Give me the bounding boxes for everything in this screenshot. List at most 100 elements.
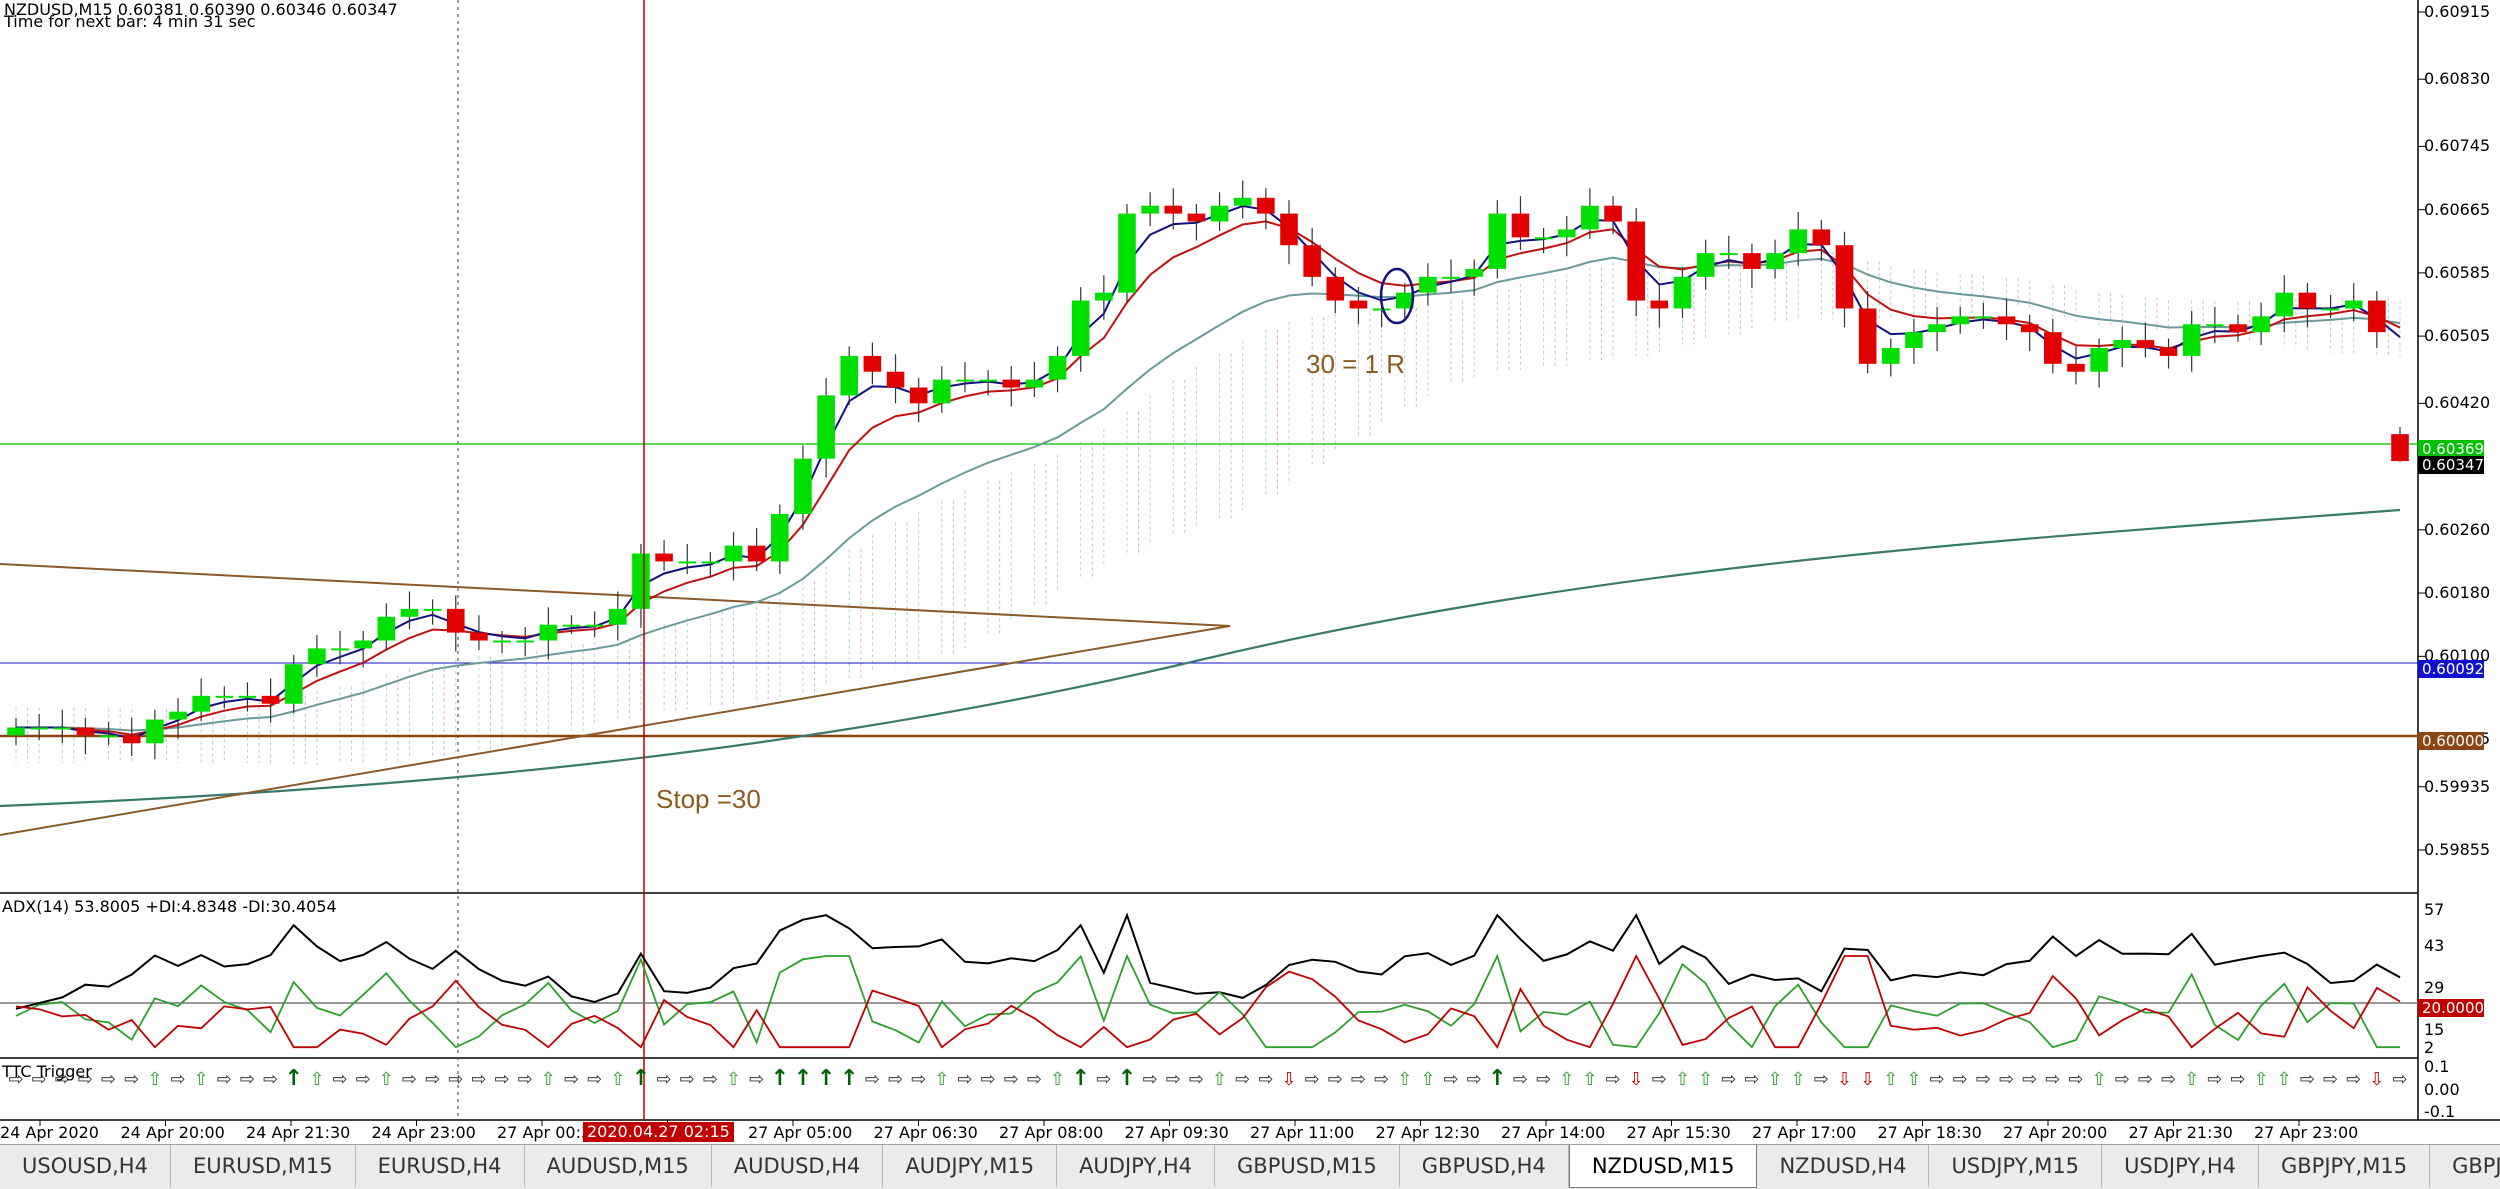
chart-tab-usousd-h4[interactable]: USOUSD,H4 bbox=[0, 1145, 171, 1187]
ttc-up-arrow: ⇧ bbox=[934, 1069, 949, 1090]
price-axis bbox=[2418, 11, 2426, 851]
bear-candle bbox=[1002, 379, 1021, 388]
ttc-neutral-arrow: ⇨ bbox=[2346, 1069, 2361, 1090]
bull-candle bbox=[933, 379, 951, 404]
chart-tab-gbpusd-m15[interactable]: GBPUSD,M15 bbox=[1215, 1145, 1400, 1187]
ttc-up-arrow: ⇧ bbox=[541, 1069, 556, 1090]
bull-candle bbox=[400, 608, 419, 617]
bull-candle bbox=[585, 624, 604, 627]
ttc-down-arrow: ⇩ bbox=[1629, 1069, 1644, 1090]
bear-candle bbox=[2229, 324, 2247, 333]
bear-candle bbox=[655, 553, 673, 562]
chart-tab-audjpy-m15[interactable]: AUDJPY,M15 bbox=[883, 1145, 1058, 1187]
bull-candle bbox=[354, 640, 372, 649]
bear-candle bbox=[446, 608, 465, 633]
chart-tab-gbpjpy-h4[interactable]: GBPJPY,H4 bbox=[2430, 1145, 2500, 1187]
bull-candle bbox=[146, 719, 164, 744]
bear-candle bbox=[747, 545, 766, 562]
bull-candle bbox=[956, 379, 974, 382]
adx-tick-label: 43 bbox=[2424, 936, 2445, 955]
price-tick-label: 0.59855 bbox=[2424, 840, 2491, 859]
price-tick-label: 0.60260 bbox=[2424, 519, 2491, 539]
bear-candle bbox=[470, 632, 488, 641]
bear-candle bbox=[1835, 245, 1854, 309]
ttc-neutral-arrow: ⇨ bbox=[1976, 1069, 1991, 1090]
bear-candle bbox=[1349, 300, 1368, 309]
ttc-up-arrow: ⇧ bbox=[1883, 1069, 1898, 1090]
ttc-neutral-arrow: ⇨ bbox=[2045, 1069, 2060, 1090]
trendline-ascending[interactable] bbox=[0, 625, 1231, 836]
ttc-tick-label: 0.00 bbox=[2424, 1080, 2460, 1099]
chart-tab-audusd-h4[interactable]: AUDUSD,H4 bbox=[712, 1145, 884, 1187]
bear-candle bbox=[1604, 205, 1622, 222]
ttc-neutral-arrow: ⇨ bbox=[1814, 1069, 1829, 1090]
bull-candle bbox=[1395, 292, 1414, 309]
ttc-neutral-arrow: ⇨ bbox=[1930, 1069, 1945, 1090]
time-tick-label: 27 Apr 18:30 bbox=[1877, 1123, 1982, 1142]
bull-candle bbox=[539, 624, 558, 641]
bull-candle bbox=[516, 640, 534, 643]
bull-candle bbox=[1789, 229, 1808, 254]
ttc-neutral-arrow: ⇨ bbox=[1096, 1069, 1111, 1090]
bear-candle bbox=[1303, 245, 1321, 277]
ttc-down-arrow: ⇩ bbox=[1281, 1069, 1296, 1090]
stop-annotation: Stop =30 bbox=[656, 784, 761, 814]
ttc-neutral-arrow: ⇨ bbox=[1374, 1069, 1389, 1090]
ttc-neutral-arrow: ⇨ bbox=[1143, 1069, 1158, 1090]
time-tick-label: 27 Apr 06:30 bbox=[873, 1123, 978, 1142]
chart-tab-usdjpy-h4[interactable]: USDJPY,H4 bbox=[2102, 1145, 2259, 1187]
ttc-up-arrow: ⇧ bbox=[194, 1069, 209, 1090]
chart-tab-eurusd-m15[interactable]: EURUSD,M15 bbox=[171, 1145, 356, 1187]
price-tick-label: 0.60665 bbox=[2424, 199, 2491, 219]
bull-candle bbox=[2321, 308, 2340, 311]
bull-candle bbox=[192, 695, 210, 712]
ttc-strong-up-arrow: ↑ bbox=[1071, 1066, 1089, 1091]
bear-candle bbox=[863, 355, 882, 372]
bull-candle bbox=[1488, 213, 1507, 269]
ttc-neutral-arrow: ⇨ bbox=[1953, 1069, 1968, 1090]
bull-candle bbox=[377, 616, 396, 641]
chart-tab-usdjpy-m15[interactable]: USDJPY,M15 bbox=[1929, 1145, 2103, 1187]
bear-candle bbox=[2159, 347, 2178, 356]
bull-candle bbox=[608, 608, 627, 625]
chart-tab-nzdusd-m15[interactable]: NZDUSD,M15 bbox=[1568, 1145, 1758, 1188]
bull-candle bbox=[238, 695, 257, 698]
time-tick-label: 27 Apr 11:00 bbox=[1250, 1123, 1355, 1142]
chart-tab-gbpjpy-m15[interactable]: GBPJPY,M15 bbox=[2259, 1145, 2431, 1187]
price-tick-label: 0.59935 bbox=[2424, 776, 2491, 796]
plus-di-line bbox=[15, 953, 2400, 1049]
ttc-neutral-arrow: ⇨ bbox=[518, 1069, 533, 1090]
ttc-neutral-arrow: ⇨ bbox=[911, 1069, 926, 1090]
chart-tab-gbpusd-h4[interactable]: GBPUSD,H4 bbox=[1400, 1145, 1569, 1187]
ttc-neutral-arrow: ⇨ bbox=[448, 1069, 463, 1090]
bull-candle bbox=[1951, 316, 1970, 325]
ttc-neutral-arrow: ⇨ bbox=[124, 1069, 139, 1090]
ttc-down-arrow: ⇩ bbox=[1837, 1069, 1852, 1090]
trendline-descending[interactable] bbox=[0, 563, 1231, 627]
bull-candle bbox=[1210, 205, 1229, 222]
ttc-up-arrow: ⇧ bbox=[610, 1069, 625, 1090]
blue-price-badge: 0.60092 bbox=[2418, 660, 2484, 678]
ttc-neutral-arrow: ⇨ bbox=[263, 1069, 278, 1090]
bull-candle bbox=[724, 545, 743, 562]
bull-candle bbox=[1905, 332, 1923, 348]
time-tick-label: 27 Apr 17:00 bbox=[1752, 1123, 1857, 1142]
bull-candle bbox=[1719, 253, 1738, 256]
chart-tab-nzdusd-h4[interactable]: NZDUSD,H4 bbox=[1757, 1145, 1930, 1187]
ttc-neutral-arrow: ⇨ bbox=[402, 1069, 417, 1090]
ttc-neutral-arrow: ⇨ bbox=[2230, 1069, 2245, 1090]
ttc-neutral-arrow: ⇨ bbox=[425, 1069, 440, 1090]
adx-level-badge: 20.0000 bbox=[2418, 999, 2484, 1017]
bull-candle bbox=[308, 648, 326, 665]
ttc-neutral-arrow: ⇨ bbox=[564, 1069, 579, 1090]
time-tick-label: 24 Apr 21:30 bbox=[246, 1123, 351, 1142]
ttc-neutral-arrow: ⇨ bbox=[2115, 1069, 2130, 1090]
bull-candle bbox=[493, 640, 511, 643]
time-tick-label: 27 Apr 14:00 bbox=[1501, 1123, 1606, 1142]
chart-tab-audjpy-h4[interactable]: AUDJPY,H4 bbox=[1057, 1145, 1216, 1187]
chart-tab-audusd-m15[interactable]: AUDUSD,M15 bbox=[525, 1145, 712, 1187]
symbol-ohlc-header: NZDUSD,M15 0.60381 0.60390 0.60346 0.603… bbox=[4, 0, 398, 19]
chart-tab-eurusd-h4[interactable]: EURUSD,H4 bbox=[356, 1145, 525, 1187]
ttc-trigger-label: TTC Trigger bbox=[2, 1062, 92, 1081]
